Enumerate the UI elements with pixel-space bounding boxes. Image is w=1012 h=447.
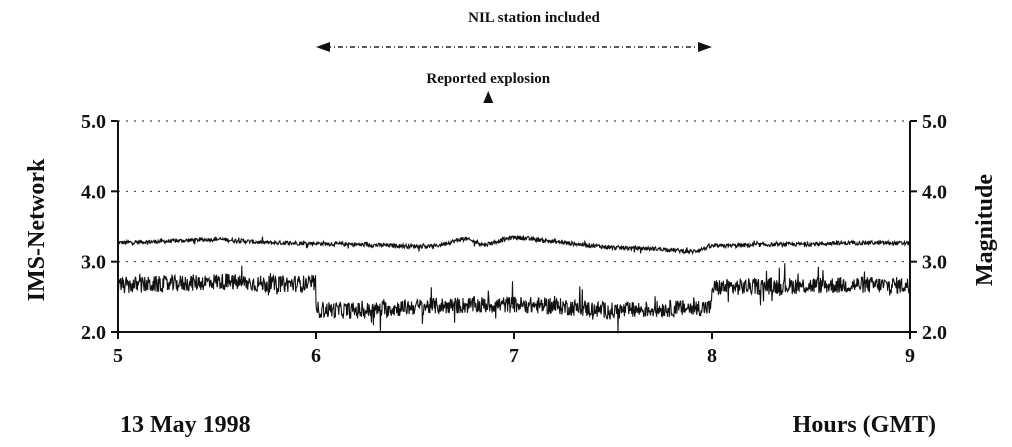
y-tick-label-left-2: 4.0 (81, 181, 106, 203)
explosion-marker (483, 91, 494, 103)
explosion-label: Reported explosion (426, 71, 550, 87)
x-tick-label-0: 5 (113, 345, 123, 367)
x-axis-title: Hours (GMT) (793, 412, 936, 438)
grid-lines (118, 120, 910, 263)
x-tick-label-4: 9 (905, 345, 915, 367)
axes (111, 120, 917, 339)
annotations: NIL station included Reported explosion (316, 10, 712, 103)
x-tick-label-1: 6 (311, 345, 321, 367)
y-tick-label-right-3: 5.0 (922, 111, 947, 133)
y-tick-label-right-2: 4.0 (922, 181, 947, 203)
nil-range-label: NIL station included (468, 10, 600, 26)
nil-range-arrow-left (316, 42, 330, 52)
x-tick-label-2: 7 (509, 345, 519, 367)
series-line-0 (117, 235, 911, 256)
y-tick-label-left-1: 3.0 (81, 252, 106, 274)
y-tick-label-right-0: 2.0 (922, 322, 947, 344)
date-label: 13 May 1998 (120, 412, 251, 438)
tick-labels: 5 6 7 8 9 2.0 2.0 3.0 3.0 4.0 4.0 5.0 5.0 (81, 111, 947, 367)
series-layer (117, 235, 911, 334)
nil-range-arrow-right (698, 42, 712, 52)
y-axis-title-right: Magnitude (972, 174, 998, 286)
y-tick-label-left-0: 2.0 (81, 322, 106, 344)
x-tick-label-3: 8 (707, 345, 717, 367)
y-axis-title-left: IMS-Network (24, 158, 50, 301)
y-tick-label-left-3: 5.0 (81, 111, 106, 133)
series-line-1 (117, 263, 911, 334)
y-tick-label-right-1: 3.0 (922, 252, 947, 274)
